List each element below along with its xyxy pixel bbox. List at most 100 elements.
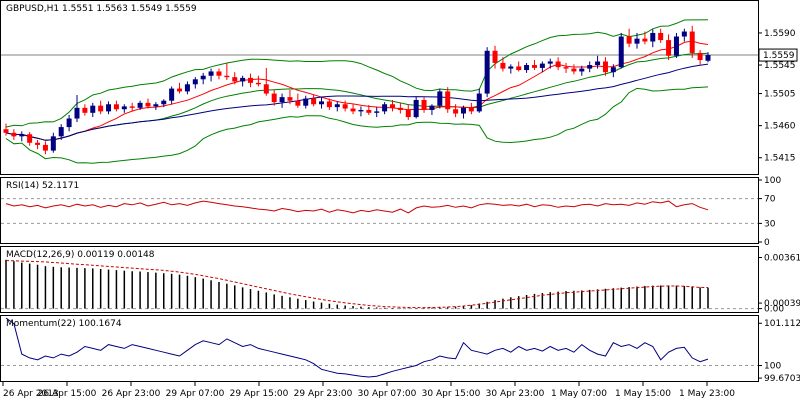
candle-body — [240, 77, 246, 82]
candle-body — [271, 93, 277, 103]
candle-body — [184, 84, 190, 92]
rsi-panel-frame — [0, 177, 759, 244]
y-tick-label: 101.112 — [764, 319, 800, 329]
candle-body — [547, 61, 553, 64]
candle-body — [27, 134, 33, 143]
y-tick-label: 100 — [764, 362, 781, 372]
candle-body — [279, 97, 285, 103]
candle-body — [405, 109, 411, 118]
candle-body — [634, 38, 640, 44]
candle-body — [689, 31, 695, 53]
candle-body — [666, 40, 672, 56]
candle-body — [437, 91, 443, 106]
candle-body — [42, 144, 48, 151]
y-tick-label: 1.5545 — [764, 61, 796, 71]
candle-body — [539, 63, 545, 68]
candle-body — [11, 132, 17, 137]
rsi-line — [5, 200, 709, 214]
candle-body — [248, 77, 254, 83]
candle-body — [500, 62, 506, 69]
candle-body — [82, 107, 88, 113]
y-tick-label: 99.6703 — [764, 374, 800, 384]
momentum-line — [5, 317, 709, 378]
candle-body — [192, 79, 198, 85]
candle-body — [610, 67, 616, 73]
candle-body — [19, 134, 25, 137]
candle-body — [563, 67, 569, 69]
candle-body — [374, 111, 380, 113]
macd-signal-line — [5, 260, 709, 309]
x-tick-label: 29 Apr 07:00 — [166, 389, 225, 399]
x-tick-label: 26 Apr 2013 — [3, 389, 59, 399]
candle-body — [602, 61, 608, 73]
x-tick-label: 29 Apr 23:00 — [294, 389, 353, 399]
candle-body — [145, 102, 151, 107]
candle-body — [319, 101, 325, 105]
y-tick-label: 1.5415 — [764, 154, 796, 164]
candle-body — [681, 31, 687, 37]
candle-body — [389, 104, 395, 108]
candle-body — [453, 109, 459, 114]
candle-body — [90, 105, 96, 113]
candle-body — [200, 75, 206, 80]
candle-body — [208, 71, 214, 76]
candle-body — [311, 98, 317, 105]
candle-body — [531, 65, 537, 68]
candle-body — [177, 88, 183, 92]
slow-ma-line — [5, 63, 709, 141]
candle-body — [673, 36, 679, 56]
candle-body — [618, 36, 624, 68]
candle-body — [216, 71, 222, 76]
candle-body — [595, 61, 601, 66]
y-tick-label: 1.5505 — [764, 90, 796, 100]
x-tick-label: 1 May 07:00 — [551, 389, 607, 399]
candle-body — [303, 98, 309, 106]
candle-body — [153, 104, 159, 107]
y-tick-label: 70 — [764, 195, 776, 205]
candle-body — [587, 65, 593, 69]
candle-body — [413, 99, 419, 118]
candle-body — [137, 102, 143, 108]
y-tick-label: 30 — [764, 219, 776, 229]
candle-body — [342, 104, 348, 109]
candle-body — [66, 118, 72, 128]
candle-body — [255, 82, 261, 85]
y-tick-label: 0.00 — [764, 305, 784, 315]
candle-body — [326, 101, 332, 108]
candle-body — [224, 75, 230, 78]
y-tick-label: 1.5590 — [764, 29, 796, 39]
bollinger-lower-line — [5, 86, 709, 164]
candle-body — [579, 68, 585, 72]
candle-body — [295, 100, 301, 106]
x-tick-label: 26 Apr 23:00 — [102, 389, 161, 399]
candle-body — [460, 107, 466, 114]
candle-body — [571, 68, 577, 72]
candle-body — [169, 88, 175, 101]
main-panel-frame — [0, 0, 759, 175]
y-tick-label: 0.00039 — [764, 299, 800, 309]
candle-body — [366, 109, 372, 113]
momentum-title: Momentum(22) 100.1674 — [6, 319, 122, 329]
macd-title: MACD(12,26,9) 0.00119 0.00148 — [6, 250, 155, 260]
macd-panel-frame — [0, 246, 759, 313]
candle-body — [508, 66, 514, 69]
rsi-title: RSI(14) 52.1171 — [6, 181, 79, 191]
candle-body — [263, 84, 269, 94]
x-tick-label: 26 Apr 15:00 — [38, 389, 97, 399]
y-tick-label: 0.00361 — [764, 254, 800, 264]
candle-body — [476, 93, 482, 112]
candle-body — [697, 52, 703, 61]
candle-body — [161, 100, 167, 105]
candle-body — [492, 50, 498, 63]
candle-body — [642, 38, 648, 42]
y-tick-label: 100 — [764, 176, 781, 186]
candle-body — [58, 127, 64, 137]
candle-body — [524, 65, 530, 71]
x-tick-label: 30 Apr 15:00 — [422, 389, 481, 399]
candle-body — [74, 107, 80, 119]
x-tick-label: 30 Apr 23:00 — [486, 389, 545, 399]
candle-body — [232, 77, 238, 82]
candle-body — [658, 32, 664, 41]
candle-body — [705, 55, 711, 61]
candle-body — [421, 99, 427, 110]
